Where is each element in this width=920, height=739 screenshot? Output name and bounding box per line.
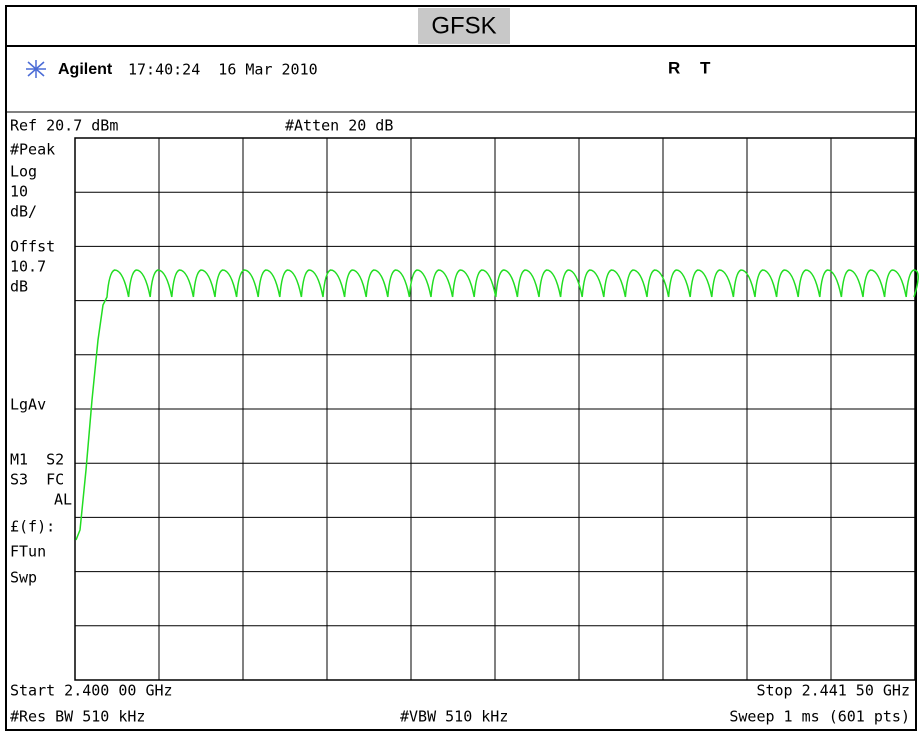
status: R	[668, 58, 680, 77]
sweep: Sweep 1 ms (601 pts)	[729, 708, 910, 726]
side-label: #Peak	[10, 141, 55, 159]
side-label: Offst	[10, 238, 55, 256]
side-label: M1 S2	[10, 451, 64, 469]
side-label: Swp	[10, 569, 37, 587]
side-label: 10	[10, 183, 28, 201]
attenuation: #Atten 20 dB	[285, 117, 393, 135]
stop-freq: Stop 2.441 50 GHz	[756, 682, 910, 700]
start-freq: Start 2.400 00 GHz	[10, 682, 173, 700]
title-bg	[418, 8, 510, 44]
logo-icon	[26, 60, 46, 78]
side-label: 10.7	[10, 258, 46, 276]
status: T	[700, 58, 711, 77]
side-label: £(f):	[10, 518, 55, 536]
title: GFSK	[431, 12, 496, 39]
side-labels: #Peak Log 10 dB/Offst 10.7 dB LgAv M1 S2 S3 FC AL…	[10, 141, 72, 587]
side-label: dB/	[10, 203, 37, 221]
side-label: LgAv	[10, 396, 46, 414]
frame	[5, 5, 917, 731]
side-label: FTun	[10, 543, 46, 561]
brand: Agilent	[58, 61, 113, 78]
graticule	[74, 137, 916, 681]
side-label: dB	[10, 278, 28, 296]
trace	[75, 269, 919, 541]
side-label: Log	[10, 163, 37, 181]
timestamp: 17:40:24 16 Mar 2010	[128, 61, 318, 79]
vbw: #VBW 510 kHz	[400, 708, 508, 726]
side-label: S3 FC	[10, 471, 64, 489]
res-bw: #Res BW 510 kHz	[10, 708, 145, 726]
side-label: AL	[54, 491, 72, 509]
ref-level: Ref 20.7 dBm	[10, 117, 118, 135]
